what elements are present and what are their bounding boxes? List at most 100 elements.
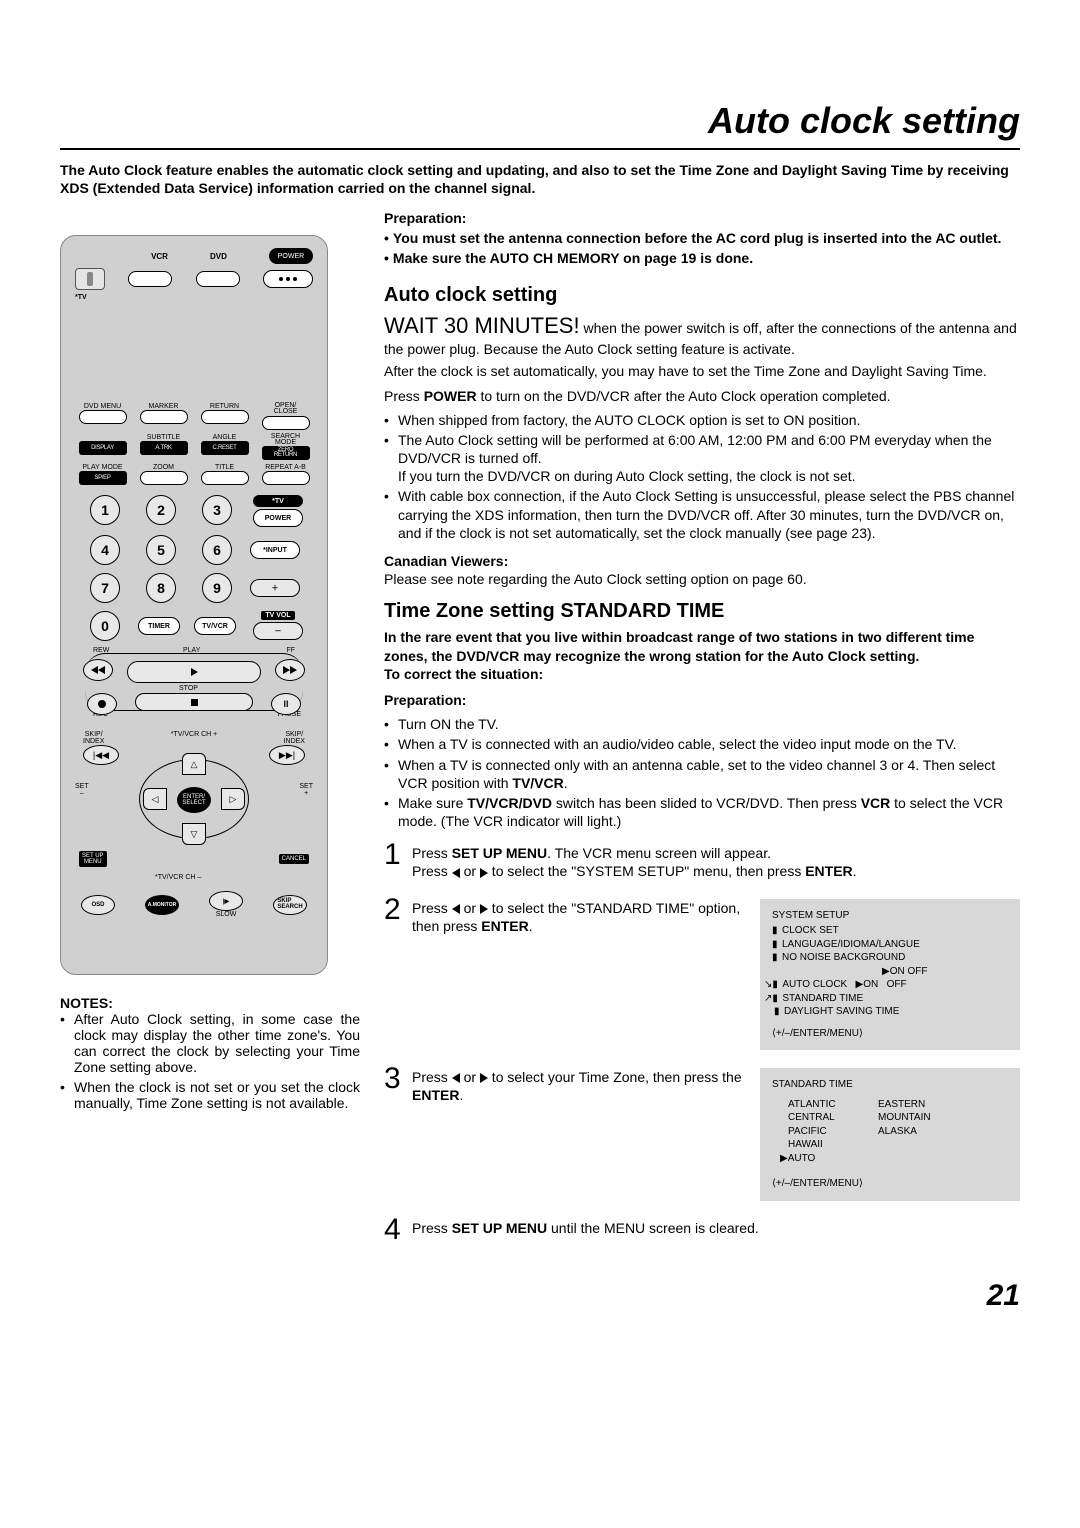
s2-r2: ALASKA — [878, 1125, 968, 1139]
divider — [60, 148, 1020, 150]
prep-heading: Preparation: — [384, 209, 1020, 227]
zoom-button — [140, 471, 188, 485]
prep-list: •You must set the antenna connection bef… — [384, 229, 1020, 267]
remote-power-label: POWER — [269, 248, 313, 264]
tz-heading: Time Zone setting STANDARD TIME — [384, 598, 1020, 624]
wait-line: WAIT 30 MINUTES! when the power switch i… — [384, 312, 1020, 359]
step-2-num: 2 — [384, 895, 412, 925]
s1-i2: NO NOISE BACKGROUND — [782, 951, 905, 965]
tz-prep-h: Preparation: — [384, 691, 1020, 709]
creset-button: C.RESET — [201, 441, 249, 455]
dvdmenu-label: DVD MENU — [84, 403, 121, 410]
skip-prev-button: |◀◀ — [83, 745, 119, 765]
side-plus: ＋ — [250, 579, 300, 597]
dpad-right: ▷ — [221, 788, 245, 810]
note-2: When the clock is not set or you set the… — [74, 1079, 360, 1111]
remote-tv-label: *TV — [75, 294, 313, 301]
dpad-left: ◁ — [143, 788, 167, 810]
display-button: DISPLAY — [79, 441, 127, 455]
remote-function-grid: DVD MENU MARKER RETURN OPEN/ CLOSE DISPL… — [75, 403, 313, 485]
notes-section: NOTES: •After Auto Clock setting, in som… — [60, 995, 360, 1111]
s1-footer: ⟨+/–/ENTER/MENU⟩ — [772, 1027, 1008, 1041]
remote-illustration: VCR DVD POWER *TV DVD MENU MARKER RETURN… — [60, 235, 328, 975]
side-power: POWER — [253, 509, 303, 527]
auto-p2: After the clock is set automatically, yo… — [384, 362, 1020, 380]
side-timer: TIMER — [138, 617, 180, 635]
step-1-body: Press SET UP MENU. The VCR menu screen w… — [412, 840, 1020, 880]
zoom-label: ZOOM — [153, 464, 174, 471]
search-label: SEARCH MODE — [271, 434, 300, 447]
step-2-body: Press or to select the "STANDARD TIME" o… — [412, 899, 746, 935]
play-label: PLAY — [183, 647, 200, 654]
power-button — [263, 270, 313, 288]
s2-l3: HAWAII — [788, 1138, 878, 1152]
rec-button — [87, 693, 117, 715]
tz-prep-list: •Turn ON the TV. •When a TV is connected… — [384, 715, 1020, 830]
num-3: 3 — [202, 495, 232, 525]
skipsearch-button: SKIP SEARCH — [273, 895, 307, 915]
wait-big: WAIT 30 MINUTES! — [384, 313, 580, 338]
open-button — [262, 416, 310, 430]
skip-l-label: SKIP/ INDEX — [83, 731, 104, 745]
slow-button: |▶ — [209, 891, 243, 911]
remote-numpad: 1 2 3 *TV POWER 4 5 6 *INPUT 7 8 9 ＋ 0 T… — [75, 495, 313, 641]
s2-r0: EASTERN — [878, 1098, 968, 1112]
chup-label: *TV/VCR CH + — [171, 731, 217, 745]
s2-l2: PACIFIC — [788, 1125, 878, 1139]
cancel-button: CANCEL — [279, 854, 309, 864]
side-input: *INPUT — [250, 541, 300, 559]
transport-controls: REW PLAY FF REC STOP PAUSE ll — [75, 649, 313, 731]
step-4-num: 4 — [384, 1215, 412, 1245]
amon-button: A.MONITOR — [145, 895, 179, 915]
ab-1: When shipped from factory, the AUTO CLOC… — [398, 411, 860, 429]
playmode-label: PLAY MODE — [82, 464, 122, 471]
slow-label: SLOW — [209, 911, 243, 918]
marker-button — [140, 410, 188, 424]
skip-next-button: ▶▶| — [269, 745, 305, 765]
s1-i6: DAYLIGHT SAVING TIME — [784, 1005, 899, 1019]
set-minus-label: SET – — [75, 783, 89, 797]
side-minus: － — [253, 622, 303, 640]
title-button — [201, 471, 249, 485]
tzp-1: Turn ON the TV. — [398, 715, 499, 733]
left-arrow-icon — [452, 904, 460, 914]
tzp-2: When a TV is connected with an audio/vid… — [398, 735, 957, 753]
step-1-num: 1 — [384, 840, 412, 870]
return-button — [201, 410, 249, 424]
rew-button — [83, 659, 113, 681]
s1-onoff: ▶ON OFF — [882, 965, 927, 979]
ab-2: The Auto Clock setting will be performed… — [398, 431, 1020, 486]
set-plus-label: SET + — [299, 783, 313, 797]
skip-r-label: SKIP/ INDEX — [284, 731, 305, 745]
stop-button — [135, 693, 253, 711]
left-arrow-icon — [452, 868, 460, 878]
repeat-label: REPEAT A-B — [265, 464, 306, 471]
repeat-button — [262, 471, 310, 485]
note-1: After Auto Clock setting, in some case t… — [74, 1011, 360, 1075]
prep-2: Make sure the AUTO CH MEMORY on page 19 … — [393, 249, 753, 267]
s1-title: SYSTEM SETUP — [772, 909, 1008, 923]
stop-label: STOP — [179, 685, 198, 692]
setup-button: SET UP MENU — [79, 851, 107, 867]
right-arrow-icon — [480, 904, 488, 914]
tv-switch-icon — [75, 268, 105, 290]
chdn-label: *TV/VCR CH – — [155, 874, 201, 881]
enter-button: ENTER/ SELECT — [177, 787, 211, 813]
osd-button: OSD — [81, 895, 115, 915]
num-4: 4 — [90, 535, 120, 565]
dvd-button — [196, 271, 240, 287]
title-label: TITLE — [215, 464, 234, 471]
num-8: 8 — [146, 573, 176, 603]
ff-label: FF — [286, 647, 295, 654]
page-number: 21 — [60, 1279, 1020, 1313]
num-5: 5 — [146, 535, 176, 565]
open-label: OPEN/ CLOSE — [274, 403, 298, 416]
step-4-body: Press SET UP MENU until the MENU screen … — [412, 1215, 1020, 1237]
intro-text: The Auto Clock feature enables the autom… — [60, 162, 1020, 197]
s2-l4: ▶AUTO — [780, 1152, 878, 1166]
zero-button: ZERO RETURN — [262, 446, 310, 460]
right-arrow-icon — [480, 1073, 488, 1083]
tzp-4: Make sure TV/VCR/DVD switch has been sli… — [398, 794, 1020, 830]
side-tv: *TV — [253, 495, 303, 507]
auto-bullets: •When shipped from factory, the AUTO CLO… — [384, 411, 1020, 542]
